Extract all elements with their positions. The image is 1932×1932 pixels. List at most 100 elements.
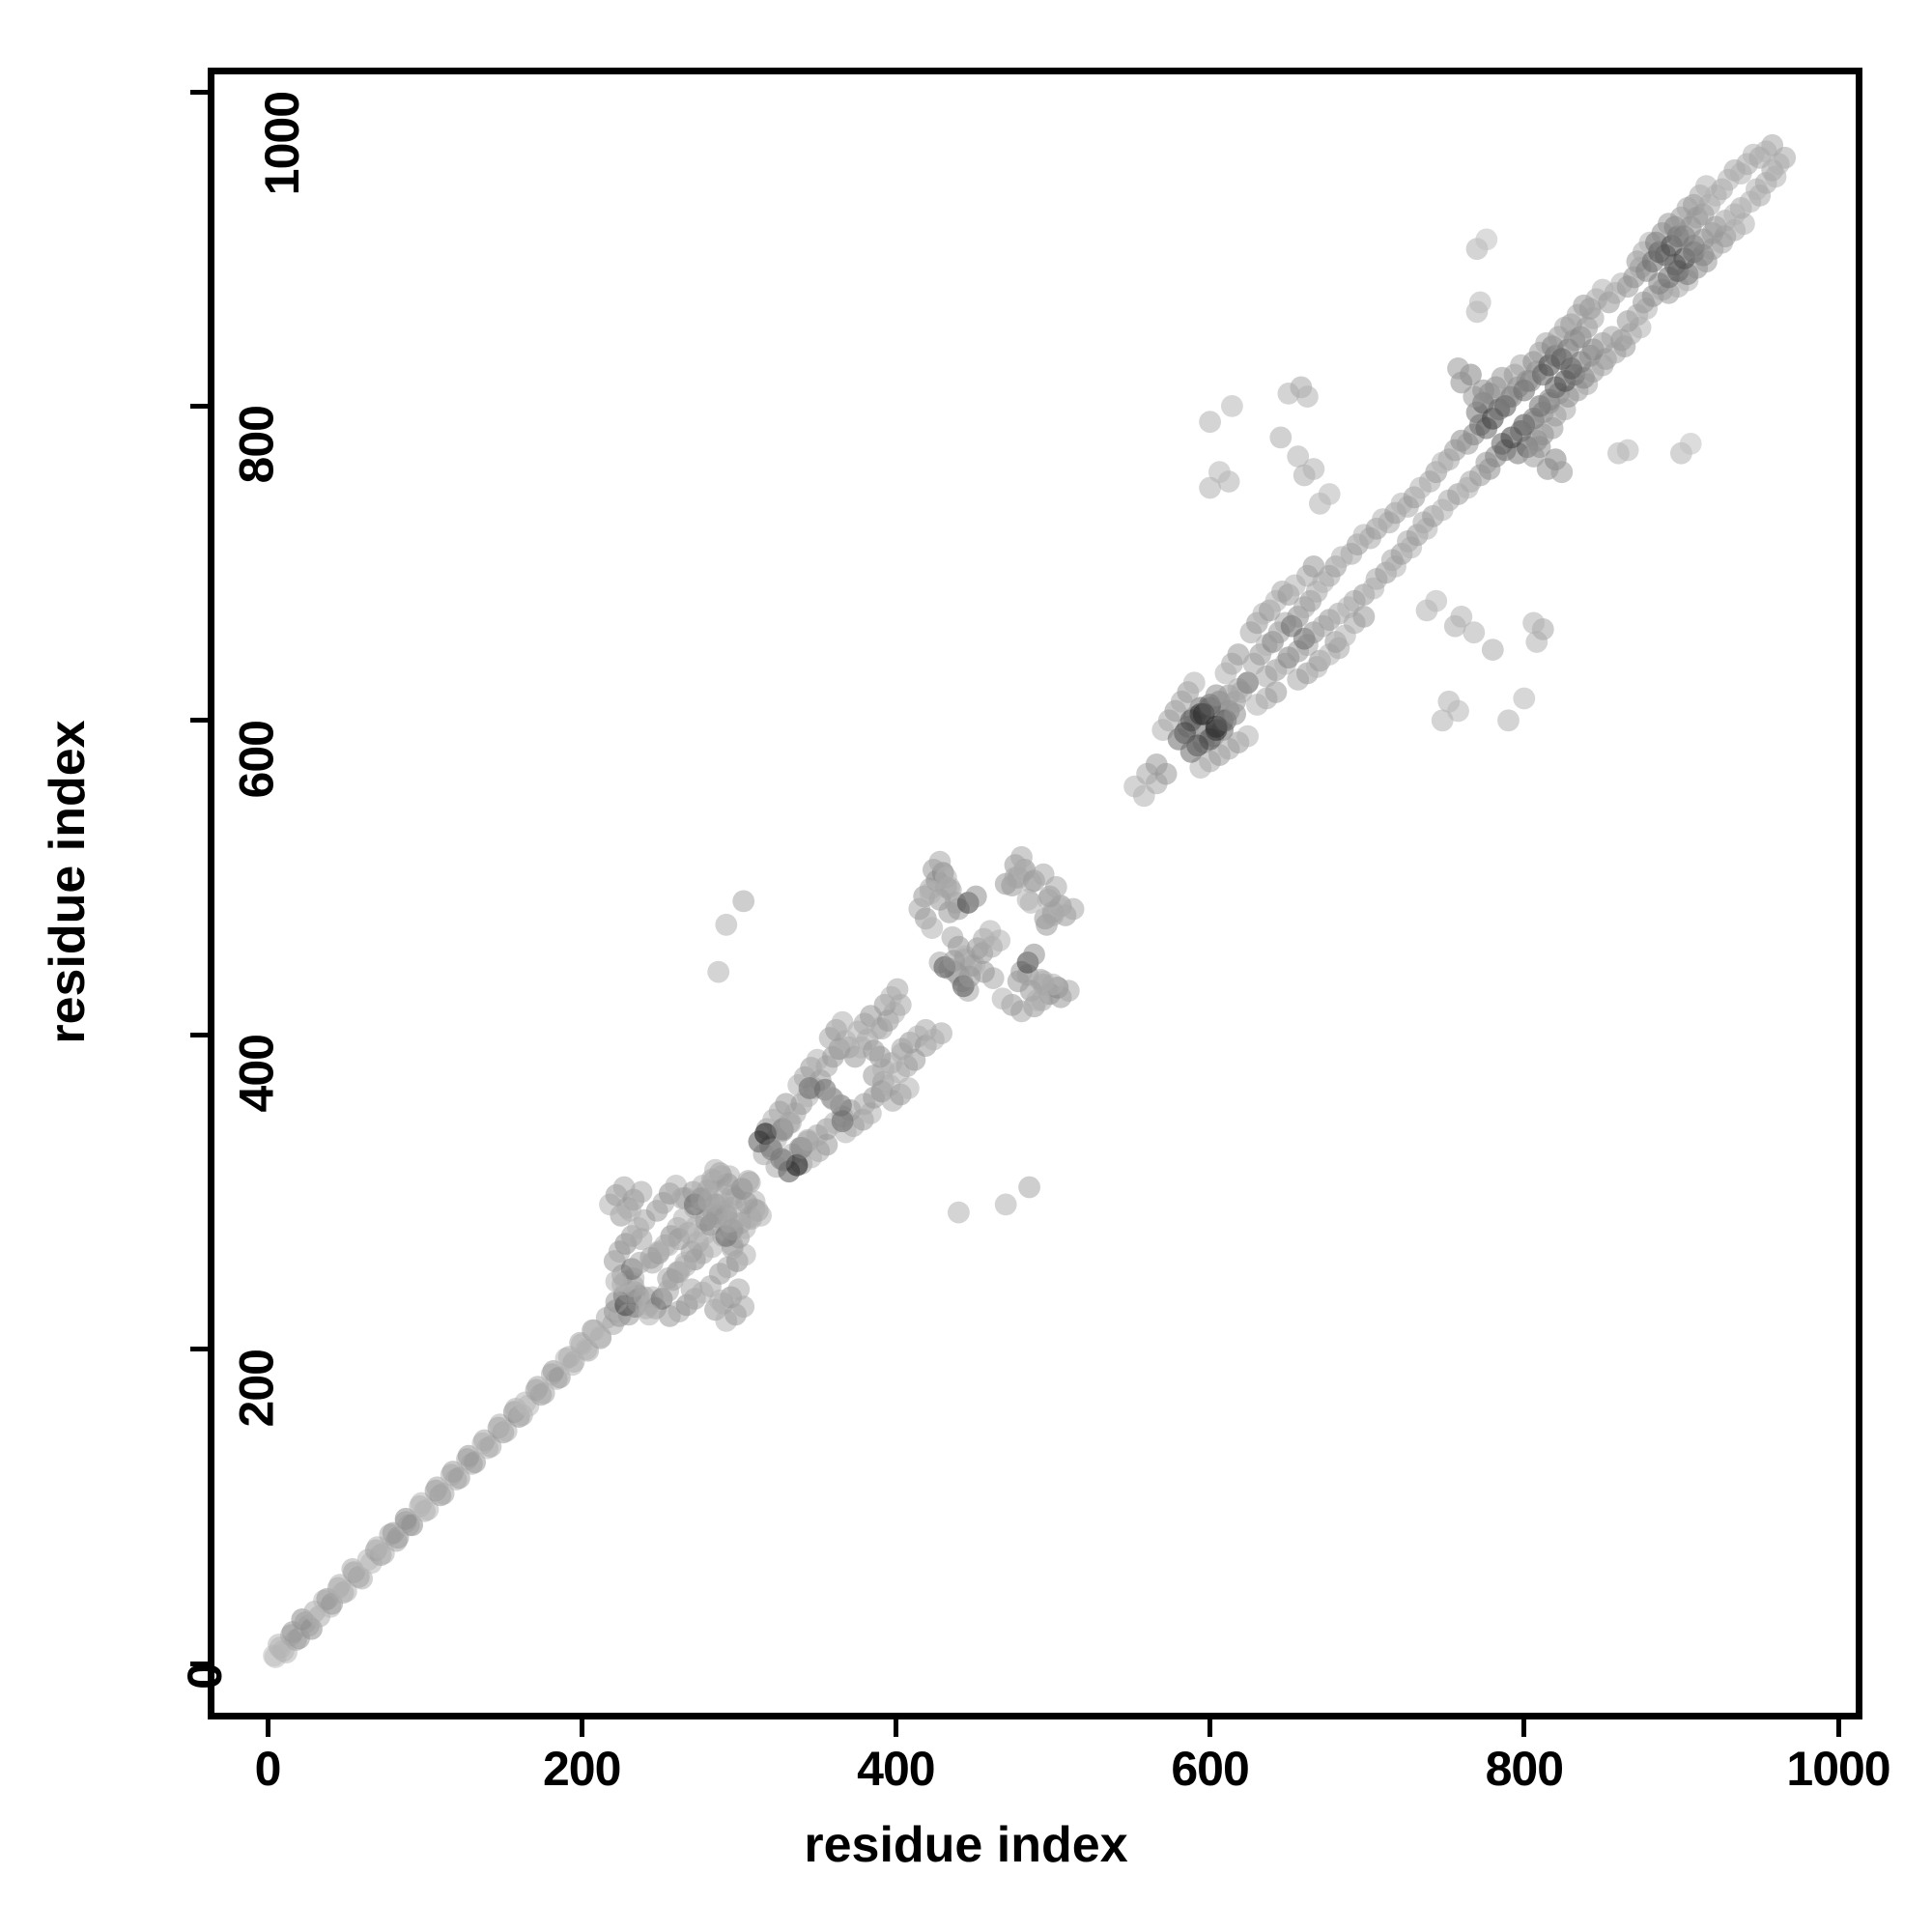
x-tick-label: 800 bbox=[1485, 1742, 1564, 1796]
scatter-point bbox=[605, 1270, 628, 1293]
scatter-point bbox=[1318, 483, 1341, 505]
scatter-point bbox=[489, 1413, 511, 1436]
scatter-point bbox=[1447, 357, 1469, 380]
scatter-point bbox=[526, 1376, 550, 1398]
y-tick-mark bbox=[190, 1347, 208, 1352]
scatter-point bbox=[1032, 863, 1055, 886]
x-tick-mark bbox=[265, 1719, 270, 1737]
y-tick-mark bbox=[190, 89, 208, 95]
x-tick-label: 600 bbox=[1171, 1742, 1249, 1796]
scatter-point bbox=[994, 1193, 1017, 1216]
scatter-point bbox=[921, 917, 944, 939]
scatter-point bbox=[704, 1158, 726, 1181]
plot-frame bbox=[208, 68, 1862, 1719]
scatter-point bbox=[732, 890, 755, 913]
scatter-point bbox=[718, 1210, 741, 1234]
scatter-point bbox=[708, 1289, 731, 1312]
y-tick-label: 1000 bbox=[255, 92, 310, 196]
scatter-point bbox=[964, 885, 987, 908]
scatter-point bbox=[948, 1201, 970, 1224]
scatter-point bbox=[473, 1429, 496, 1452]
scatter-point bbox=[1154, 762, 1178, 785]
plot-area bbox=[214, 74, 1856, 1713]
scatter-point bbox=[1481, 639, 1504, 661]
y-tick-label: 200 bbox=[229, 1349, 284, 1428]
scatter-point bbox=[1425, 589, 1448, 612]
scatter-point bbox=[930, 1022, 952, 1044]
scatter-point bbox=[798, 1077, 821, 1099]
scatter-point bbox=[617, 1303, 640, 1326]
scatter-point bbox=[943, 950, 965, 973]
scatter-point bbox=[1497, 709, 1520, 732]
scatter-point bbox=[715, 913, 738, 936]
x-axis-label: residue index bbox=[804, 1817, 1128, 1873]
scatter-point bbox=[935, 875, 957, 898]
y-tick-mark bbox=[190, 1661, 208, 1666]
x-tick-mark bbox=[893, 1719, 898, 1737]
x-tick-label: 1000 bbox=[1786, 1742, 1890, 1796]
y-tick-label: 800 bbox=[229, 406, 284, 484]
scatter-point bbox=[638, 1303, 661, 1326]
scatter-point bbox=[780, 1111, 802, 1134]
x-tick-label: 400 bbox=[857, 1742, 935, 1796]
x-tick-label: 0 bbox=[254, 1742, 282, 1796]
scatter-point bbox=[886, 978, 909, 1001]
scatter-point bbox=[426, 1476, 448, 1499]
y-tick-label: 0 bbox=[177, 1663, 232, 1690]
scatter-point bbox=[657, 1234, 679, 1257]
scatter-point bbox=[1472, 379, 1494, 402]
y-tick-label: 600 bbox=[229, 720, 284, 799]
scatter-point bbox=[674, 1251, 696, 1274]
x-tick-mark bbox=[1521, 1719, 1527, 1737]
y-tick-mark bbox=[190, 1032, 208, 1037]
scatter-point bbox=[612, 1176, 636, 1199]
scatter-point bbox=[988, 929, 1011, 952]
scatter-point bbox=[1513, 687, 1536, 710]
scatter-point bbox=[1463, 621, 1486, 644]
scatter-point bbox=[1019, 892, 1042, 914]
y-tick-mark bbox=[190, 718, 208, 724]
scatter-point bbox=[1522, 611, 1545, 635]
scatter-point bbox=[991, 987, 1014, 1010]
scatter-point bbox=[770, 1148, 793, 1171]
scatter-point bbox=[1475, 228, 1498, 251]
scatter-point bbox=[1528, 436, 1551, 459]
scatter-point bbox=[1236, 671, 1259, 695]
scatter-point bbox=[738, 1171, 761, 1194]
scatter-point bbox=[1269, 426, 1293, 449]
scatter-point bbox=[629, 1251, 651, 1274]
scatter-point bbox=[1167, 727, 1190, 751]
scatter-point bbox=[1296, 385, 1319, 408]
scatter-point bbox=[394, 1507, 417, 1530]
scatter-point bbox=[1199, 411, 1221, 434]
scatter-point bbox=[831, 1110, 854, 1133]
scatter-point bbox=[1221, 395, 1243, 417]
scatter-point bbox=[410, 1492, 433, 1515]
y-tick-mark bbox=[190, 403, 208, 409]
scatter-point bbox=[1431, 709, 1454, 732]
scatter-point bbox=[1302, 458, 1325, 480]
scatter-point bbox=[630, 1228, 653, 1251]
scatter-point bbox=[1616, 439, 1639, 462]
scatter-points-layer bbox=[263, 133, 1797, 1668]
scatter-point bbox=[1023, 943, 1045, 966]
scatter-point bbox=[441, 1461, 465, 1483]
scatter-point bbox=[1679, 433, 1702, 455]
scatter-point bbox=[1032, 973, 1055, 996]
y-tick-label: 400 bbox=[229, 1035, 284, 1113]
y-axis-label-wrap: residue index bbox=[39, 399, 97, 1365]
scatter-point bbox=[657, 1280, 679, 1302]
scatter-point bbox=[1550, 461, 1574, 484]
x-tick-label: 200 bbox=[542, 1742, 621, 1796]
scatter-point bbox=[630, 1180, 653, 1204]
scatter-point bbox=[680, 1278, 703, 1301]
x-tick-mark bbox=[1835, 1719, 1841, 1737]
scatter-point bbox=[727, 1278, 751, 1301]
scatter-point bbox=[1018, 1176, 1040, 1199]
scatter-point bbox=[822, 1088, 844, 1111]
scatter-point bbox=[1182, 671, 1206, 695]
scatter-point bbox=[868, 1045, 892, 1068]
x-tick-mark bbox=[1208, 1719, 1213, 1737]
scatter-point bbox=[1450, 606, 1473, 628]
